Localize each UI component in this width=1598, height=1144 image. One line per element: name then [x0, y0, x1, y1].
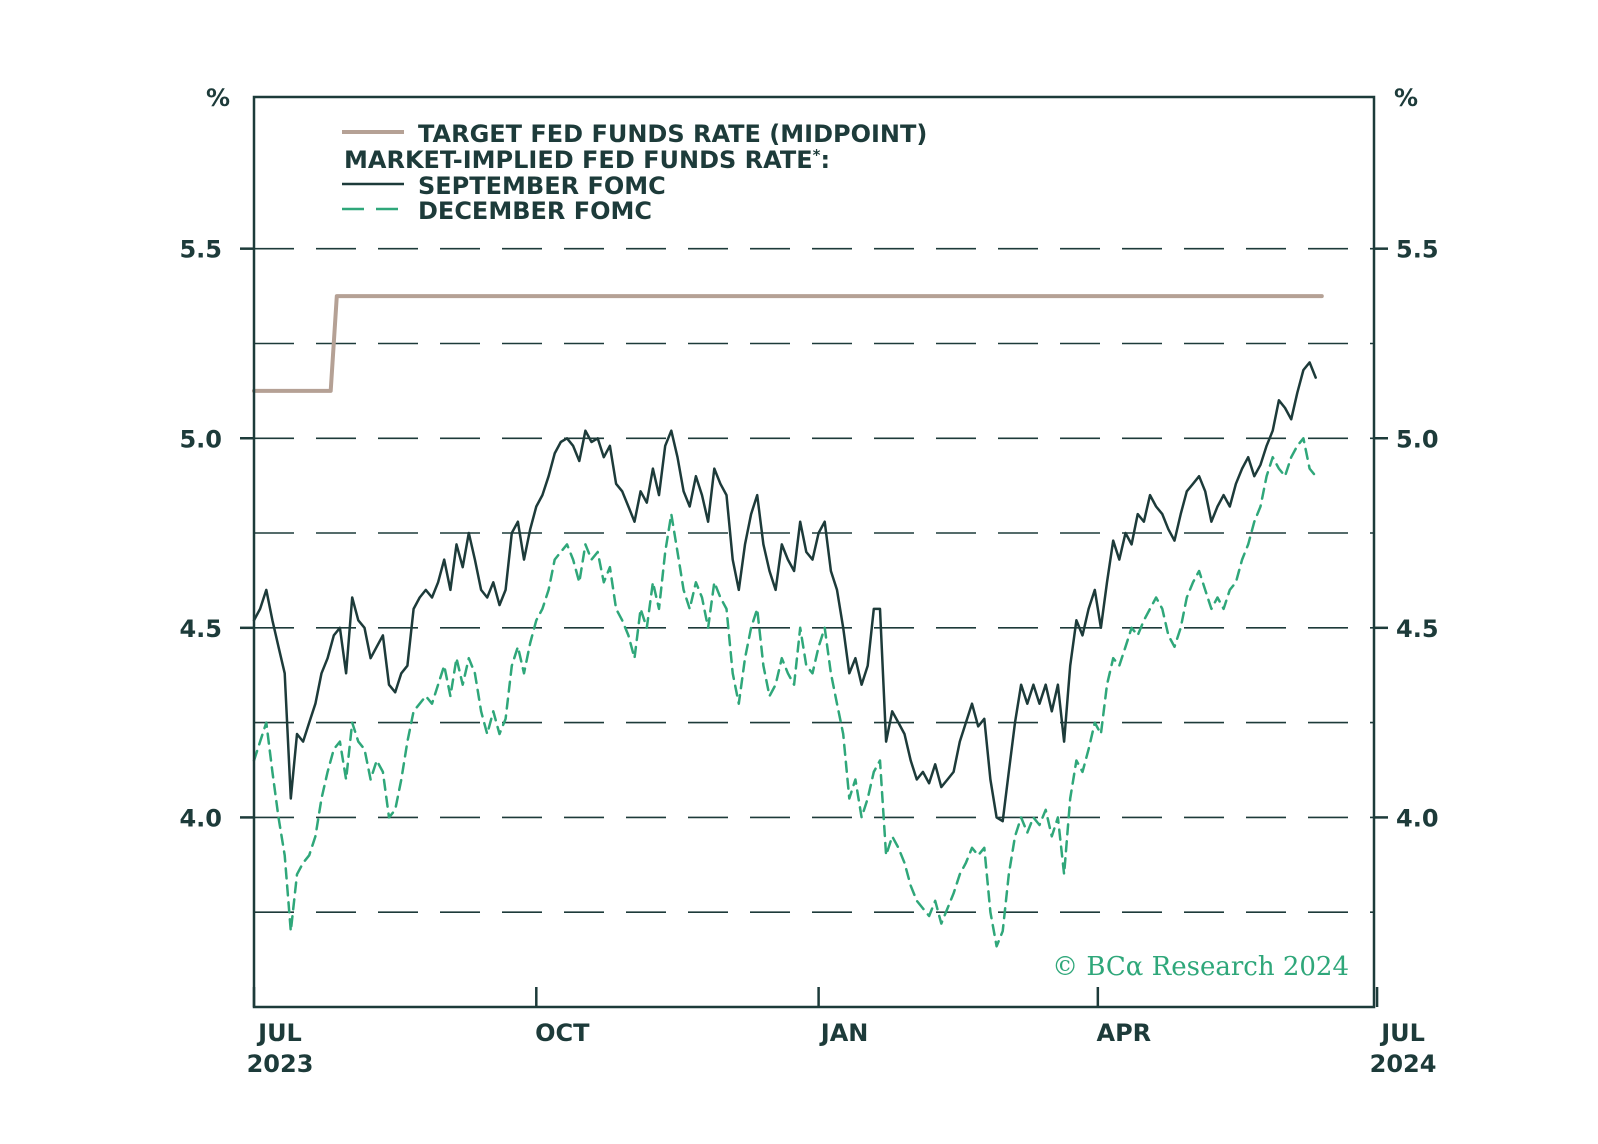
legend-label-december: DECEMBER FOMC [418, 197, 652, 225]
legend-header-colon: : [820, 146, 830, 174]
axes [252, 95, 1376, 1009]
x-tick-label: JUL [256, 1019, 302, 1047]
x-tick-label: JAN [819, 1019, 869, 1047]
y-tick-label-left: 4.0 [179, 804, 222, 832]
y-tick-label-left: 5.0 [179, 425, 222, 453]
series-layer [252, 294, 1324, 948]
y-tick-label-right: 4.5 [1396, 615, 1439, 643]
x-tick-year-label: 2023 [247, 1050, 314, 1078]
tick-layer: 4.0 4.0 4.5 4.5 5.0 5.0 5.5 5.5 JUL 2023 OCT JAN APR… [179, 236, 1438, 1078]
y-tick-label-right: 5.0 [1396, 425, 1439, 453]
gridlines [254, 247, 1374, 914]
series-line-december [252, 437, 1317, 948]
y-tick-label-left: 4.5 [179, 615, 222, 643]
legend-header: MARKET-IMPLIED FED FUNDS RATE*: [344, 146, 830, 174]
y-unit-right: % [1394, 84, 1418, 112]
series-line-target [252, 294, 1324, 393]
credit-watermark: © BCα Research 2024 [1052, 952, 1349, 982]
y-unit-left: % [206, 84, 230, 112]
legend-label-september: SEPTEMBER FOMC [418, 172, 666, 200]
y-tick-label-left: 5.5 [179, 236, 222, 264]
x-tick-label: JUL [1379, 1019, 1425, 1047]
y-tick-label-right: 5.5 [1396, 236, 1439, 264]
legend: TARGET FED FUNDS RATE (MIDPOINT) MARKET-… [342, 120, 927, 225]
legend-label-target: TARGET FED FUNDS RATE (MIDPOINT) [418, 120, 927, 148]
x-tick-label: OCT [535, 1019, 590, 1047]
legend-header-footnote-mark: * [813, 146, 821, 164]
series-line-september [252, 361, 1317, 823]
legend-header-text: MARKET-IMPLIED FED FUNDS RATE [344, 146, 813, 174]
x-tick-year-label: 2024 [1370, 1050, 1437, 1078]
x-tick-label: APR [1097, 1019, 1152, 1047]
plot-frame [252, 95, 1376, 1009]
y-tick-label-right: 4.0 [1396, 804, 1439, 832]
